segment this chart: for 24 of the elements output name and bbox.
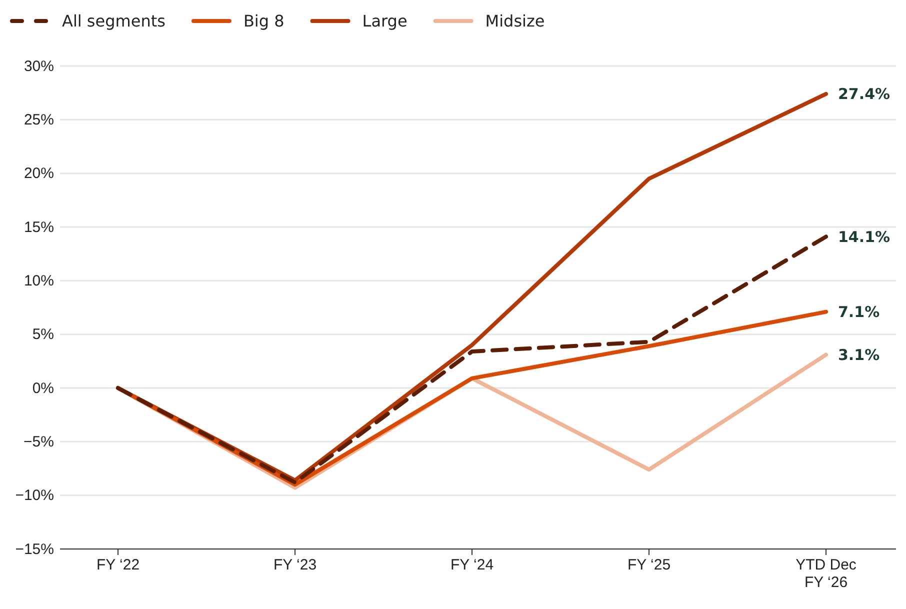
legend-label: Midsize	[485, 12, 545, 31]
x-tick-label: YTD Dec FY ‘26	[796, 556, 857, 591]
data-label: 3.1%	[838, 346, 880, 364]
y-tick-label: 20%	[24, 165, 54, 182]
x-tick-label: FY ‘22	[96, 556, 140, 574]
legend-label: Large	[362, 12, 408, 31]
y-tick-label: 10%	[24, 272, 54, 290]
x-tick-label: FY ‘23	[273, 556, 317, 574]
data-label: 7.1%	[838, 303, 880, 322]
y-tick-label: 25%	[24, 111, 54, 128]
line-series	[116, 234, 828, 484]
legend-label: All segments	[62, 12, 166, 31]
x-tick-label: FY ‘24	[450, 556, 494, 574]
data-label: 14.1%	[838, 228, 890, 246]
y-tick-label: 15%	[24, 218, 54, 236]
y-tick-label: 5%	[32, 326, 54, 344]
data-label: 27.4%	[838, 85, 890, 104]
y-tick-label: 0%	[32, 380, 54, 397]
y-tick-label: −10%	[15, 487, 54, 504]
y-tick-label: −5%	[24, 433, 54, 450]
legend-label: Big 8	[243, 12, 284, 31]
y-tick-label: −15%	[15, 540, 54, 558]
x-tick-label: FY ‘25	[627, 556, 671, 574]
y-tick-label: 30%	[24, 58, 54, 75]
